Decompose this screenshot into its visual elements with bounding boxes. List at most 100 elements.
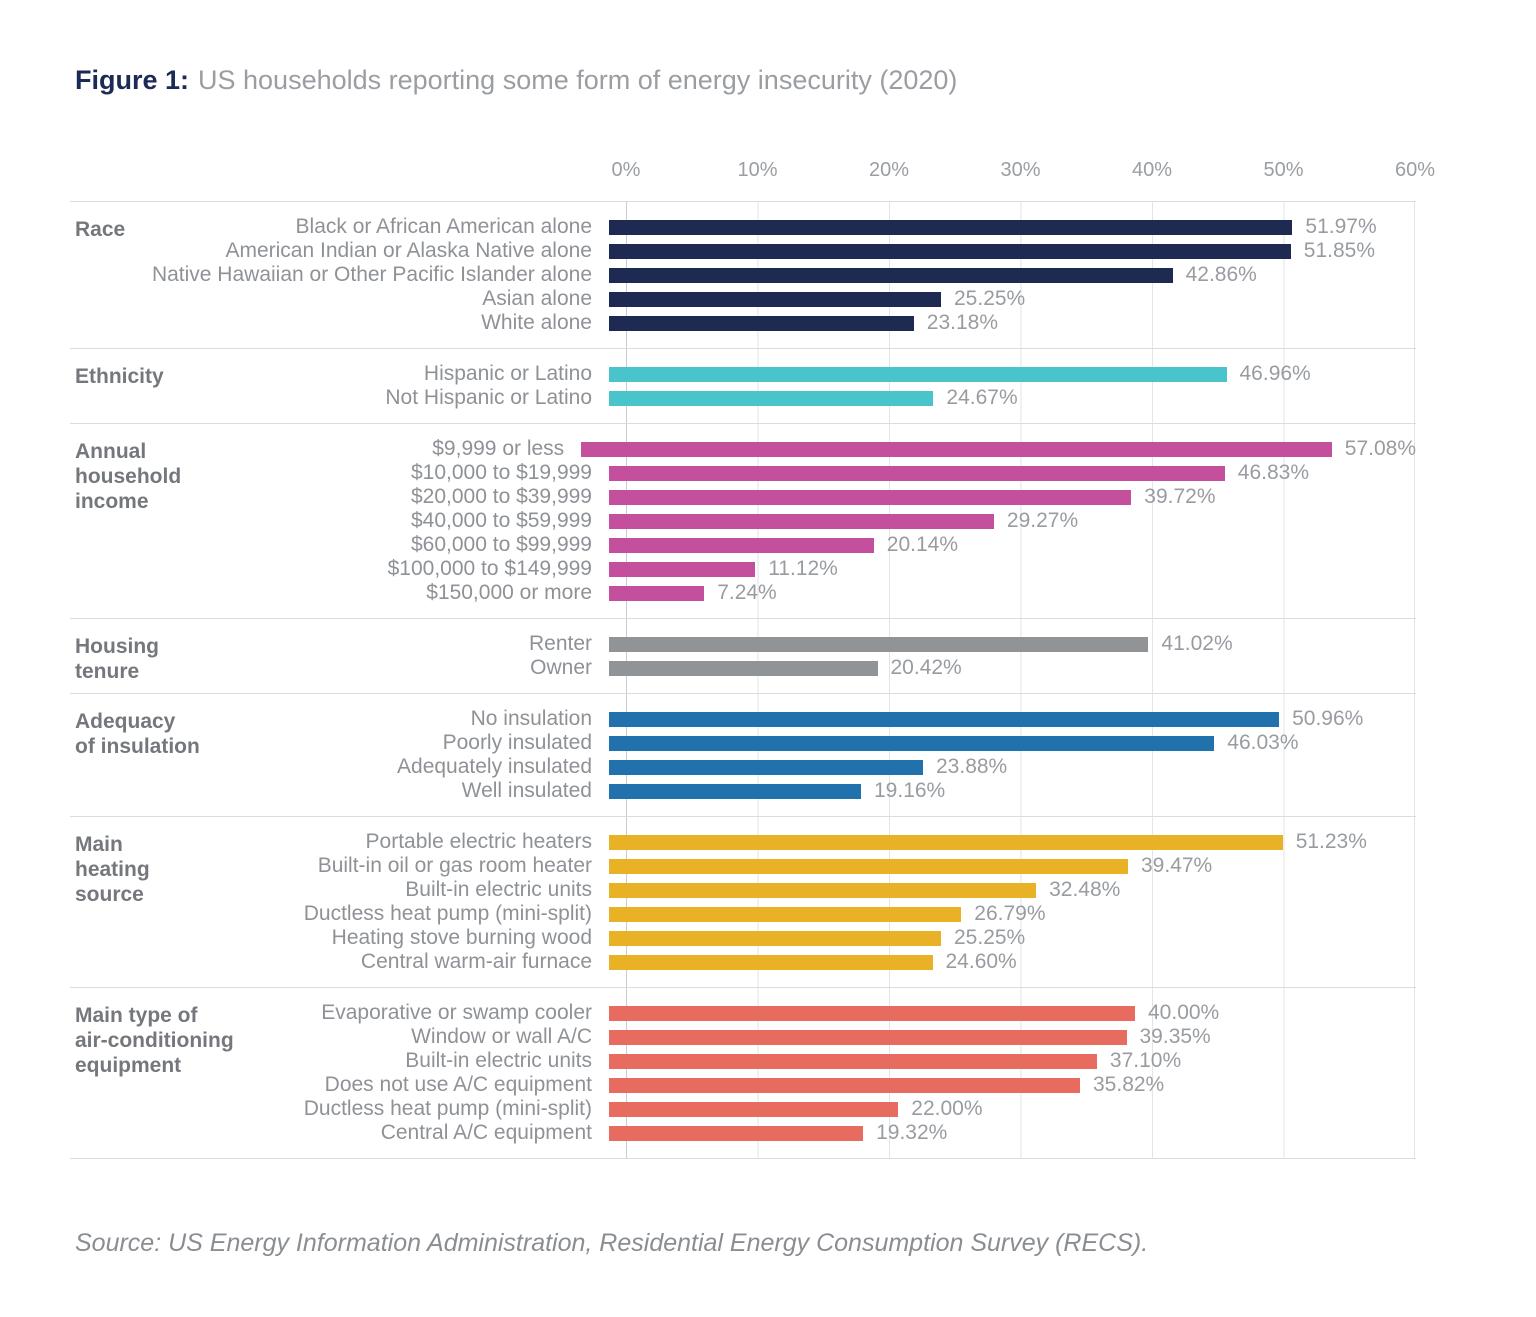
row-label: Built-in oil or gas room heater xyxy=(317,854,592,877)
chart-row: Heating stove burning wood 25.25% xyxy=(70,926,1416,950)
chart-row: Not Hispanic or Latino 24.67% xyxy=(70,386,1416,410)
group-label: Main heating source xyxy=(75,832,305,907)
bar xyxy=(609,930,941,946)
group-label-line: Main type of xyxy=(75,1004,198,1027)
value-label: 11.12% xyxy=(768,557,838,580)
bar-area: 39.72% xyxy=(609,485,1416,509)
chart-row: $60,000 to $99,999 20.14% xyxy=(70,533,1416,557)
section-ethnicity: Ethnicity Hispanic or Latino 46.96% Not His… xyxy=(70,348,1416,423)
chart-row: $9,999 or less 57.08% xyxy=(70,437,1416,461)
chart-row: Well insulated 19.16% xyxy=(70,779,1416,803)
bar-area: 40.00% xyxy=(609,1001,1416,1025)
bar xyxy=(609,1125,864,1141)
row-label: Evaporative or swamp cooler xyxy=(321,1001,592,1024)
row-label: Portable electric heaters xyxy=(365,830,592,853)
bar xyxy=(609,783,861,799)
bar xyxy=(609,759,923,775)
bar-area: 25.25% xyxy=(609,287,1416,311)
bar-area: 39.47% xyxy=(609,854,1416,878)
row-label: $40,000 to $59,999 xyxy=(410,509,592,532)
value-label: 22.00% xyxy=(911,1097,983,1120)
row-label: Well insulated xyxy=(461,779,592,802)
chart-row: Ductless heat pump (mini-split) 22.00% xyxy=(70,1097,1416,1121)
chart-row: Portable electric heaters 51.23% xyxy=(70,830,1416,854)
group-label-line: tenure xyxy=(75,660,140,683)
group-label: Housing tenure xyxy=(75,634,305,684)
row-label: $10,000 to $19,999 xyxy=(410,461,592,484)
row-label: Renter xyxy=(528,632,592,655)
row-label: Does not use A/C equipment xyxy=(324,1073,592,1096)
chart-row: Does not use A/C equipment 35.82% xyxy=(70,1073,1416,1097)
chart-row: Central A/C equipment 19.32% xyxy=(70,1121,1416,1145)
value-label: 37.10% xyxy=(1109,1049,1182,1072)
row-label: Poorly insulated xyxy=(442,731,592,754)
x-axis: 0% 10% 20% 30% 40% 50% 60% xyxy=(70,97,1435,201)
section-ac-equipment: Main type of air-conditioning equipment Eva… xyxy=(70,987,1416,1158)
bar xyxy=(609,906,962,922)
row-label: $9,999 or less xyxy=(432,437,565,460)
row-label: $60,000 to $99,999 xyxy=(410,533,592,556)
group-label: Annual household income xyxy=(75,439,305,514)
x-axis-tick: 30% xyxy=(1000,159,1041,181)
value-label: 42.86% xyxy=(1185,263,1257,286)
row-label: Central warm-air furnace xyxy=(360,950,592,973)
bar-area: 24.60% xyxy=(609,950,1416,974)
chart-row: Central warm-air furnace 24.60% xyxy=(70,950,1416,974)
bar xyxy=(609,513,994,529)
bar xyxy=(609,1101,899,1117)
bar xyxy=(609,1005,1135,1021)
section-housing-tenure: Housing tenure Renter 41.02% Owner 20.42% xyxy=(70,618,1416,693)
chart-row: $10,000 to $19,999 46.83% xyxy=(70,461,1416,485)
value-label: 23.88% xyxy=(936,755,1008,778)
x-axis-tick: 50% xyxy=(1263,159,1304,181)
chart-row: Native Hawaiian or Other Pacific Islande… xyxy=(70,263,1416,287)
group-label-line: Housing xyxy=(75,635,159,658)
chart-row: Adequately insulated 23.88% xyxy=(70,755,1416,779)
chart-row: Owner 20.42% xyxy=(70,656,1416,680)
row-label: Ductless heat pump (mini-split) xyxy=(303,1097,592,1120)
value-label: 39.72% xyxy=(1144,485,1216,508)
group-label-line: income xyxy=(75,490,149,513)
section-income: Annual household income $9,999 or less 57.08… xyxy=(70,423,1416,618)
row-label: Window or wall A/C xyxy=(411,1025,592,1048)
bar-area: 11.12% xyxy=(609,557,1416,581)
bar xyxy=(609,219,1293,235)
value-label: 51.23% xyxy=(1295,830,1367,853)
chart-row: Evaporative or swamp cooler 40.00% xyxy=(70,1001,1416,1025)
value-label: 29.27% xyxy=(1006,509,1079,532)
chart-row: $40,000 to $59,999 29.27% xyxy=(70,509,1416,533)
group-label: Main type of air-conditioning equipment xyxy=(75,1003,305,1078)
bar xyxy=(609,243,1291,259)
bar-area: 39.35% xyxy=(609,1025,1416,1049)
group-label-line: of insulation xyxy=(75,735,200,758)
row-label: $20,000 to $39,999 xyxy=(410,485,592,508)
chart-row: Renter 41.02% xyxy=(70,632,1416,656)
figure-title-text: US households reporting some form of ene… xyxy=(198,65,958,95)
value-label: 24.67% xyxy=(946,386,1018,409)
chart-table: Race Black or African American alone 51.97… xyxy=(70,201,1416,1159)
section-heating-source: Main heating source Portable electric heate… xyxy=(70,816,1416,987)
bar-area: 23.88% xyxy=(609,755,1416,779)
row-label: Adequately insulated xyxy=(397,755,592,778)
value-label: 32.48% xyxy=(1049,878,1121,901)
group-label-line: source xyxy=(75,883,144,906)
row-label: Asian alone xyxy=(482,287,592,310)
row-label: Owner xyxy=(530,656,592,679)
bar-area: 42.86% xyxy=(609,263,1416,287)
x-axis-tick: 60% xyxy=(1394,159,1436,181)
bar-area: 26.79% xyxy=(609,902,1416,926)
bar xyxy=(609,711,1280,727)
value-label: 46.96% xyxy=(1239,362,1311,385)
bar-area: 24.67% xyxy=(609,386,1416,410)
group-label: Ethnicity xyxy=(75,364,305,389)
row-label: Heating stove burning wood xyxy=(331,926,592,949)
group-label-line: Adequacy xyxy=(75,710,176,733)
bar xyxy=(609,537,874,553)
source-note: Source: US Energy Information Administra… xyxy=(75,1229,1149,1257)
value-label: 57.08% xyxy=(1344,437,1416,460)
chart-row: Poorly insulated 46.03% xyxy=(70,731,1416,755)
bar xyxy=(609,1053,1097,1069)
group-label-line: Annual xyxy=(75,440,147,463)
bar xyxy=(609,315,914,331)
